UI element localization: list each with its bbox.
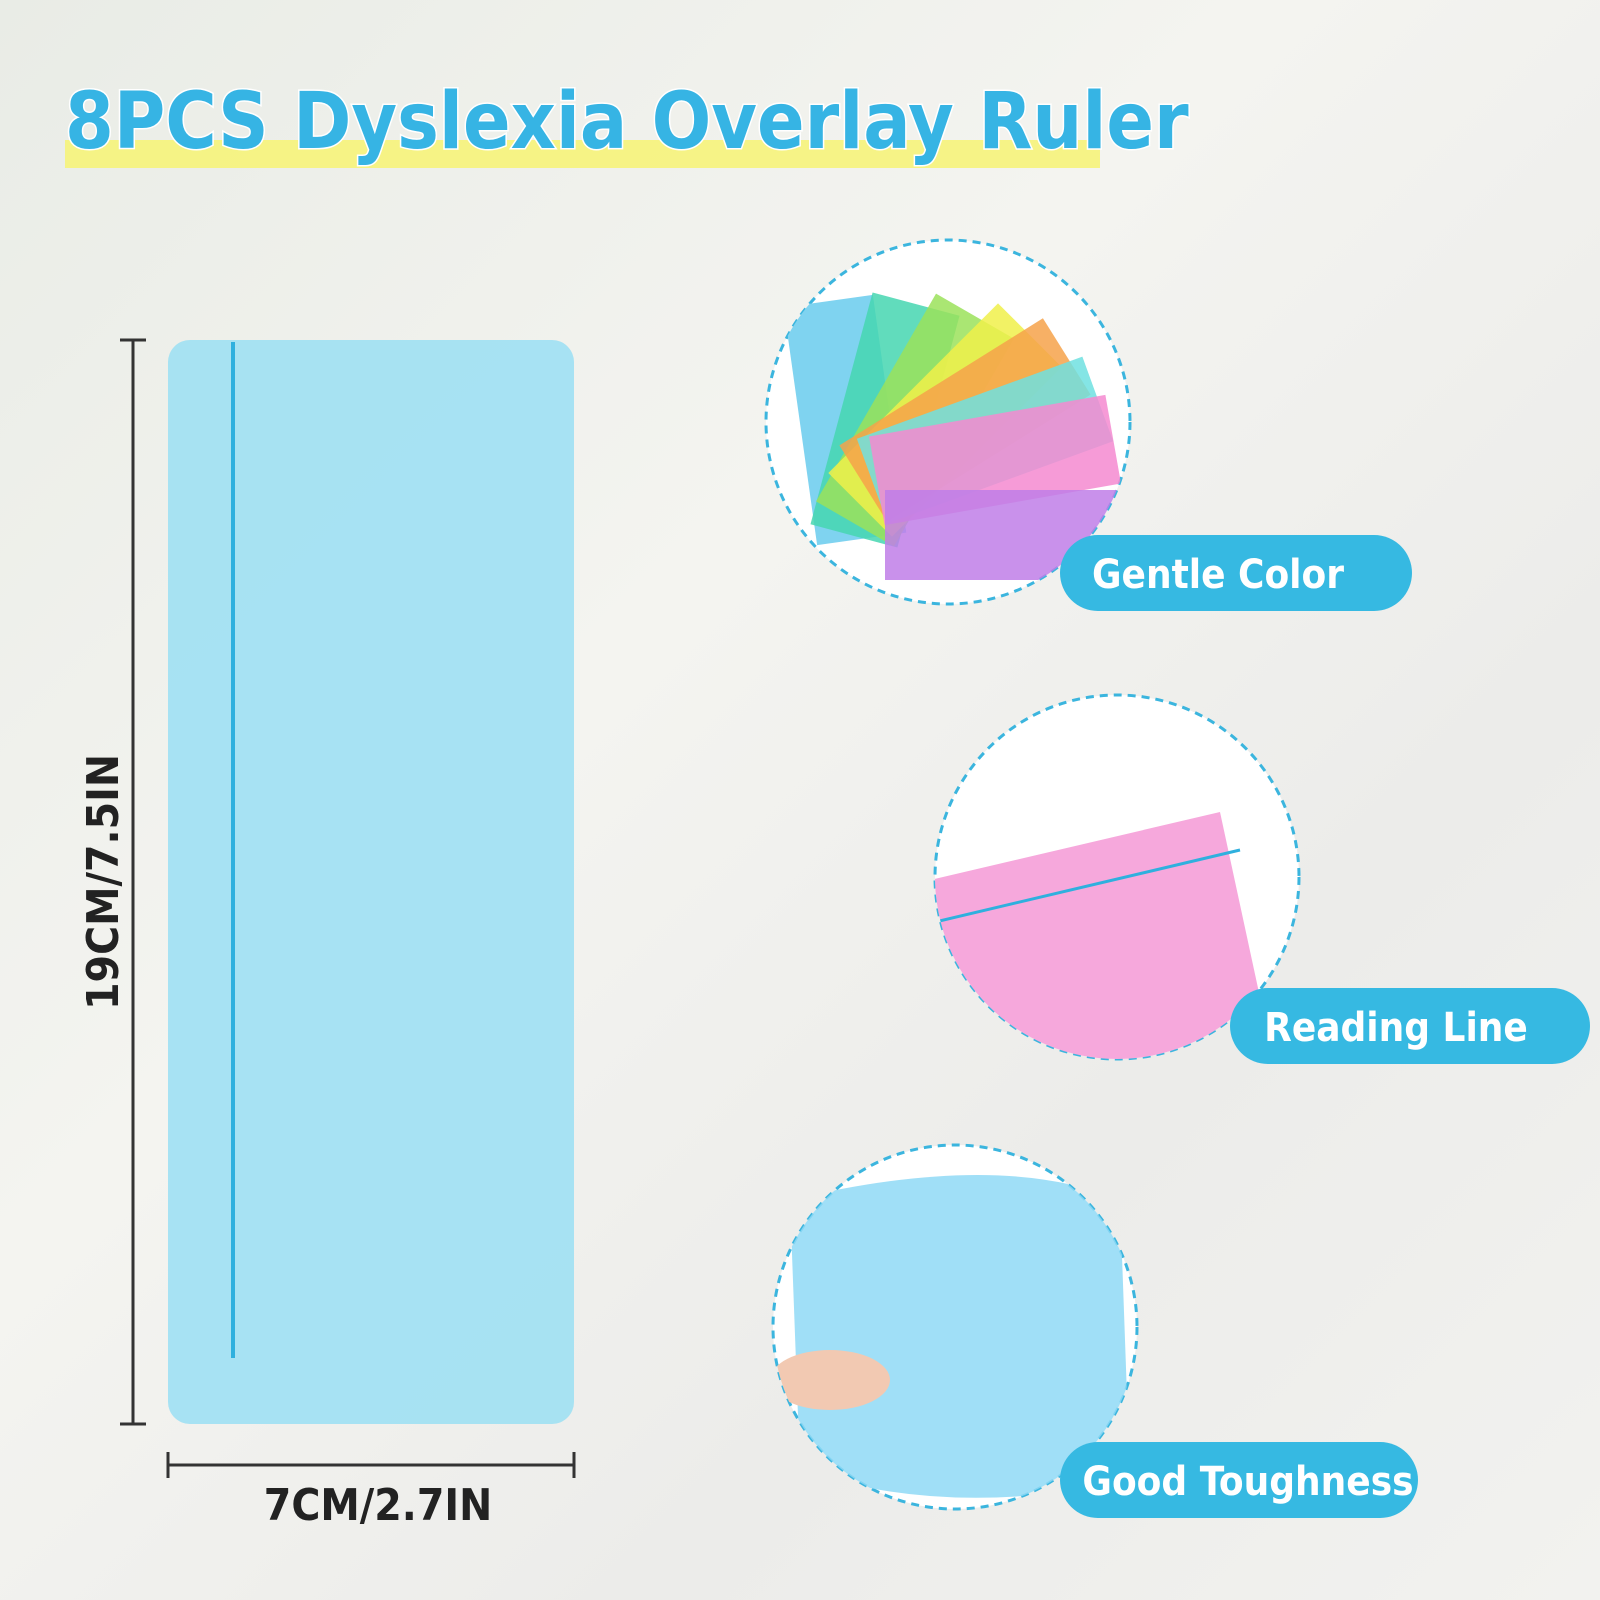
title-highlight [65, 140, 1100, 168]
feature-tag [1060, 1442, 1418, 1518]
feature-label: Reading Line [1264, 1005, 1528, 1051]
feature-tag [1230, 988, 1590, 1064]
fan-image [783, 292, 1125, 580]
ruler [168, 340, 574, 1424]
title: 8PCS Dyslexia Overlay Ruler [65, 77, 1189, 167]
pink-ruler-image [935, 812, 1280, 1059]
width-label: 7CM/2.7IN [264, 1480, 492, 1531]
feature-label: Good Toughness [1082, 1459, 1413, 1505]
feature-label: Gentle Color [1092, 552, 1344, 598]
feature-tag [1060, 535, 1412, 611]
height-label: 19CM/7.5IN [78, 754, 129, 1010]
bent-ruler-image [773, 1175, 1130, 1498]
